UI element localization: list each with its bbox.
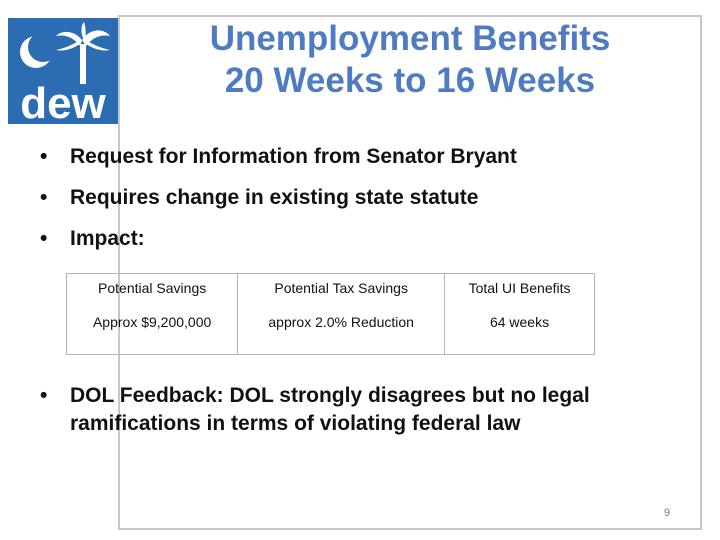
bullet-dot: • — [40, 145, 48, 168]
table-header-row: Potential Savings Potential Tax Savings … — [67, 273, 595, 308]
bullet-item: • Impact: — [40, 225, 700, 253]
page-number: 9 — [664, 507, 671, 519]
bullet-dot: • — [40, 384, 48, 407]
table-cell: 64 weeks — [444, 308, 595, 355]
bullet-item: • DOL Feedback: DOL strongly disagrees bu… — [40, 384, 590, 435]
bullet-list: • Request for Information from Senator Br… — [40, 143, 700, 266]
title-line-1: Unemployment Benefits — [209, 19, 611, 58]
bullet-list-feedback: • DOL Feedback: DOL strongly disagrees bu… — [40, 382, 700, 451]
title-line-2: 20 Weeks to 16 Weeks — [224, 61, 596, 100]
bullet-dot: • — [40, 186, 48, 209]
table-header-cell: Potential Savings — [98, 280, 207, 296]
table-row: Approx $9,200,000 approx 2.0% Reduction … — [67, 308, 595, 355]
table-cell: Approx $9,200,000 — [92, 314, 212, 330]
slide-title: Unemployment Benefits 20 Weeks to 16 Wee… — [118, 18, 702, 102]
table-header-cell: Total UI Benefits — [444, 273, 595, 308]
slide-frame — [118, 15, 702, 530]
bullet-dot: • — [40, 227, 48, 250]
logo-text: dew — [20, 79, 106, 124]
table-cell: approx 2.0% Reduction — [237, 308, 445, 355]
impact-table: Potential Savings Potential Tax Savings … — [66, 273, 595, 355]
table-header-cell: Potential Tax Savings — [237, 273, 445, 308]
bullet-item: • Request for Information from Senator Br… — [40, 143, 700, 171]
bullet-item: • Requires change in existing state statu… — [40, 184, 700, 212]
dew-logo: dew — [8, 18, 118, 124]
